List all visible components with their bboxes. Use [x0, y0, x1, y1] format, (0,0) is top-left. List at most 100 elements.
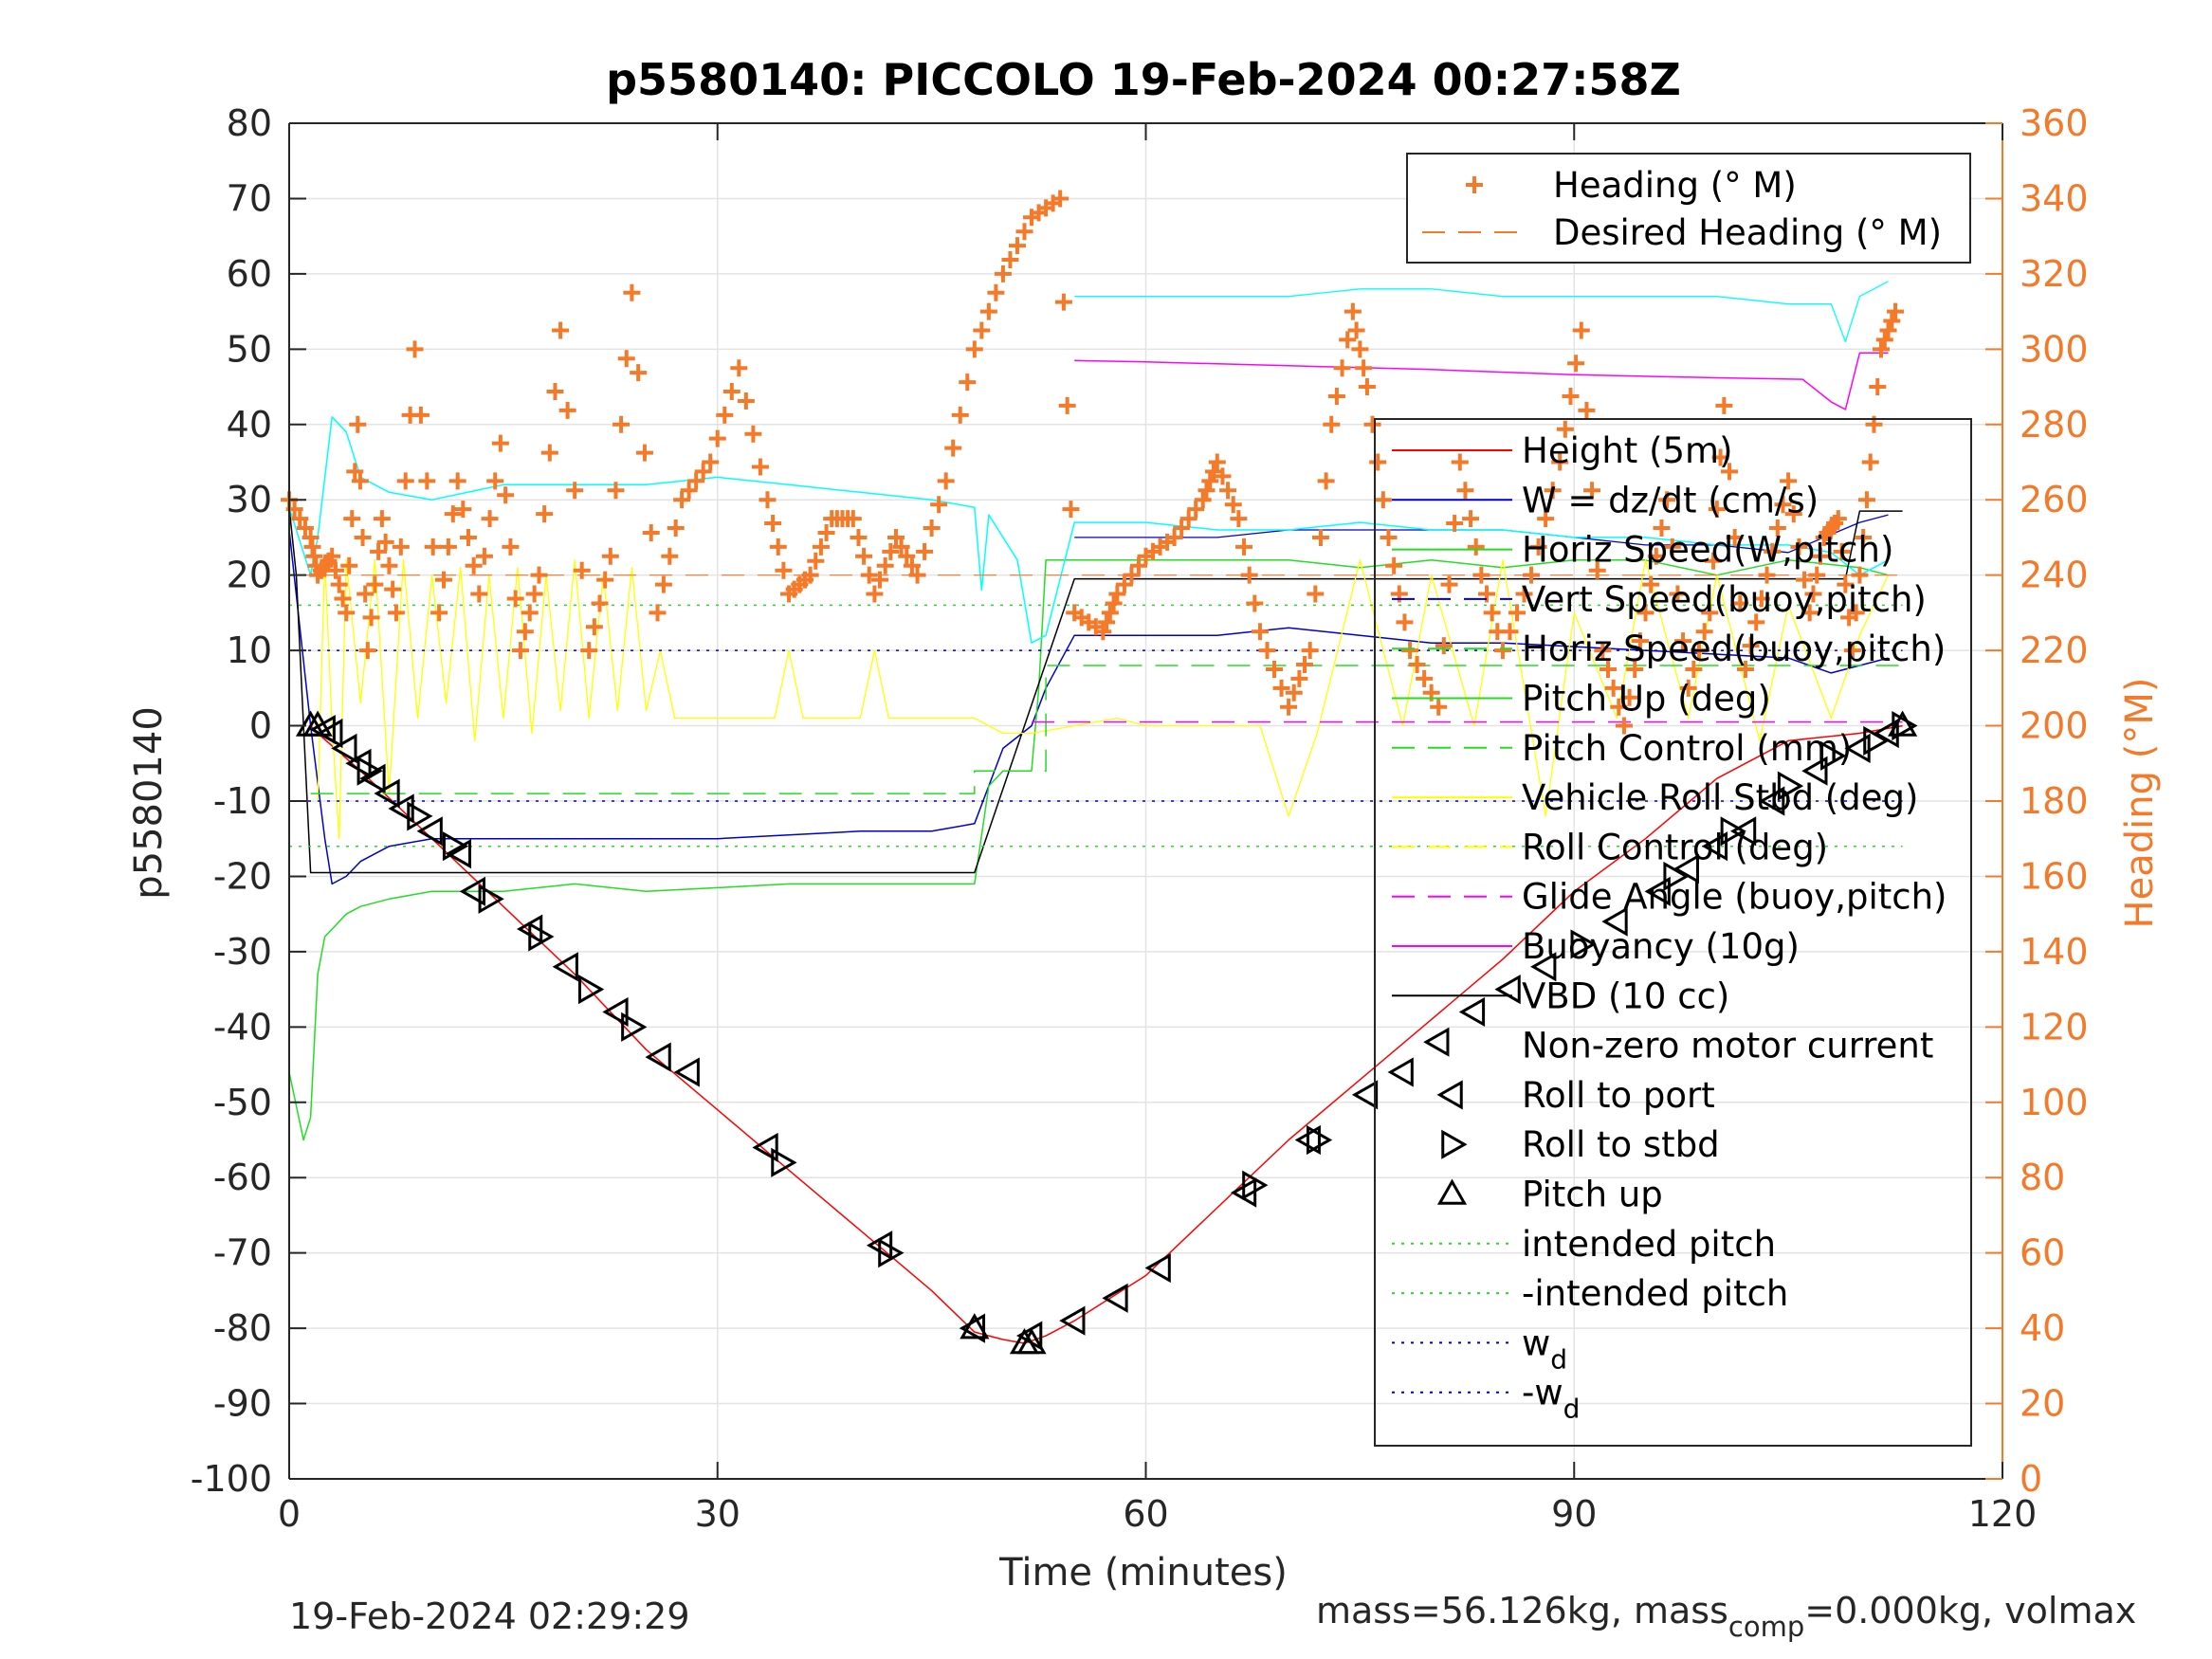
marker-tri-left: [752, 1132, 778, 1163]
marker-tri-left: [459, 876, 486, 906]
marker-tri-right: [1242, 1170, 1269, 1200]
y2-tick-label: 120: [2020, 1006, 2089, 1048]
y2-tick-label: 320: [2020, 253, 2089, 295]
heading-point: [694, 463, 712, 481]
y-axis-label: p5580140: [127, 706, 171, 900]
heading-point: [1008, 237, 1026, 255]
legend-label: -wd: [1522, 1373, 1580, 1425]
heading-point: [1435, 637, 1453, 655]
marker-tri-left: [1423, 1027, 1450, 1057]
heading-point: [1396, 613, 1414, 631]
heading-point: [1355, 359, 1373, 377]
marker-tri-left: [1530, 952, 1557, 982]
heading-point: [1290, 669, 1308, 687]
heading-point: [649, 604, 667, 622]
heading-point: [1604, 679, 1622, 697]
heading-point: [1347, 321, 1365, 339]
heading-point: [435, 571, 453, 589]
heading-point: [516, 623, 534, 641]
heading-point: [1855, 528, 1873, 546]
heading-point: [860, 566, 878, 584]
heading-point: [1567, 355, 1585, 373]
legend-label: Non-zero motor current: [1522, 1026, 1933, 1066]
legend-label-text: intended pitch: [1522, 1224, 1776, 1265]
y-tick-label: 0: [249, 705, 272, 747]
heading-point: [1493, 642, 1511, 660]
y2-tick-label: 220: [2020, 629, 2089, 671]
heading-point: [1098, 613, 1116, 631]
marker-tri-left: [416, 816, 443, 847]
heading-point: [1615, 717, 1633, 735]
x-tick-label: 30: [695, 1493, 740, 1535]
marker-tri-right: [621, 1012, 648, 1042]
heading-point: [1472, 566, 1490, 584]
y2-tick-label: 80: [2020, 1157, 2065, 1198]
legend-label: Roll to port: [1522, 1075, 1715, 1116]
y2-tick-label: 40: [2020, 1307, 2065, 1349]
y-tick-label: -50: [213, 1082, 272, 1123]
heading-point: [566, 482, 584, 500]
marker-tri-right: [1820, 740, 1847, 771]
heading-point: [1594, 642, 1612, 660]
heading-point: [343, 510, 361, 528]
legend-label: Roll Control (deg): [1522, 827, 1828, 867]
heading-point: [392, 538, 410, 556]
legend-label-text: Vert Speed(buoy,pitch): [1522, 579, 1927, 620]
heading-point: [1790, 538, 1808, 556]
heading-point: [340, 556, 358, 574]
heading-point: [320, 552, 338, 570]
heading-point: [1374, 491, 1392, 509]
marker-tri-right: [1663, 861, 1690, 892]
heading-point: [470, 585, 488, 603]
heading-point: [1351, 340, 1369, 358]
heading-point: [1197, 482, 1216, 500]
heading-point: [1478, 585, 1496, 603]
series-vertical-speed: [288, 529, 1889, 885]
y-tick-label: -20: [213, 855, 272, 897]
heading-point: [812, 538, 830, 556]
heading-point: [612, 415, 631, 433]
heading-point: [491, 434, 509, 452]
heading-point: [923, 520, 941, 538]
marker-tri-left: [388, 793, 414, 824]
heading-point: [1179, 510, 1197, 528]
heading-point: [411, 406, 430, 424]
heading-point: [330, 575, 348, 593]
heading-point: [536, 505, 554, 523]
heading-point: [1626, 660, 1644, 678]
heading-point: [1780, 472, 1798, 490]
heading-point: [1258, 642, 1276, 660]
heading-point: [1774, 496, 1792, 514]
legend-label-text: w: [1522, 1322, 1550, 1363]
heading-point: [358, 642, 376, 660]
heading-point: [1843, 642, 1861, 660]
heading-point: [601, 547, 619, 565]
heading-point: [687, 472, 705, 490]
heading-point: [1610, 698, 1628, 716]
marker-tri-left: [959, 1313, 986, 1343]
y-tick-label: -90: [213, 1383, 272, 1425]
heading-point: [617, 350, 635, 368]
y-tick-label: -70: [213, 1232, 272, 1274]
marker-tri-right: [878, 1238, 905, 1268]
legend-label: Roll to stbd: [1522, 1124, 1720, 1165]
heading-point: [642, 523, 660, 541]
y2-axis-label: Heading (°M): [2118, 678, 2162, 929]
heading-point: [702, 453, 720, 471]
legend-swatch: [1436, 1080, 1463, 1110]
heading-point: [387, 604, 405, 622]
heading-point: [1663, 538, 1681, 556]
heading-point: [1246, 594, 1264, 612]
heading-point: [1105, 594, 1123, 612]
heading-point: [1344, 302, 1362, 320]
y2-tick-label: 100: [2020, 1082, 2089, 1123]
legend-label-text: Roll to stbd: [1522, 1124, 1720, 1165]
heading-point: [1501, 623, 1519, 641]
heading-point: [1129, 556, 1147, 574]
heading-point: [1062, 501, 1080, 519]
heading-point: [521, 604, 539, 622]
heading-point: [373, 510, 391, 528]
heading-point: [1123, 566, 1141, 584]
y2-tick-label: 300: [2020, 328, 2089, 370]
